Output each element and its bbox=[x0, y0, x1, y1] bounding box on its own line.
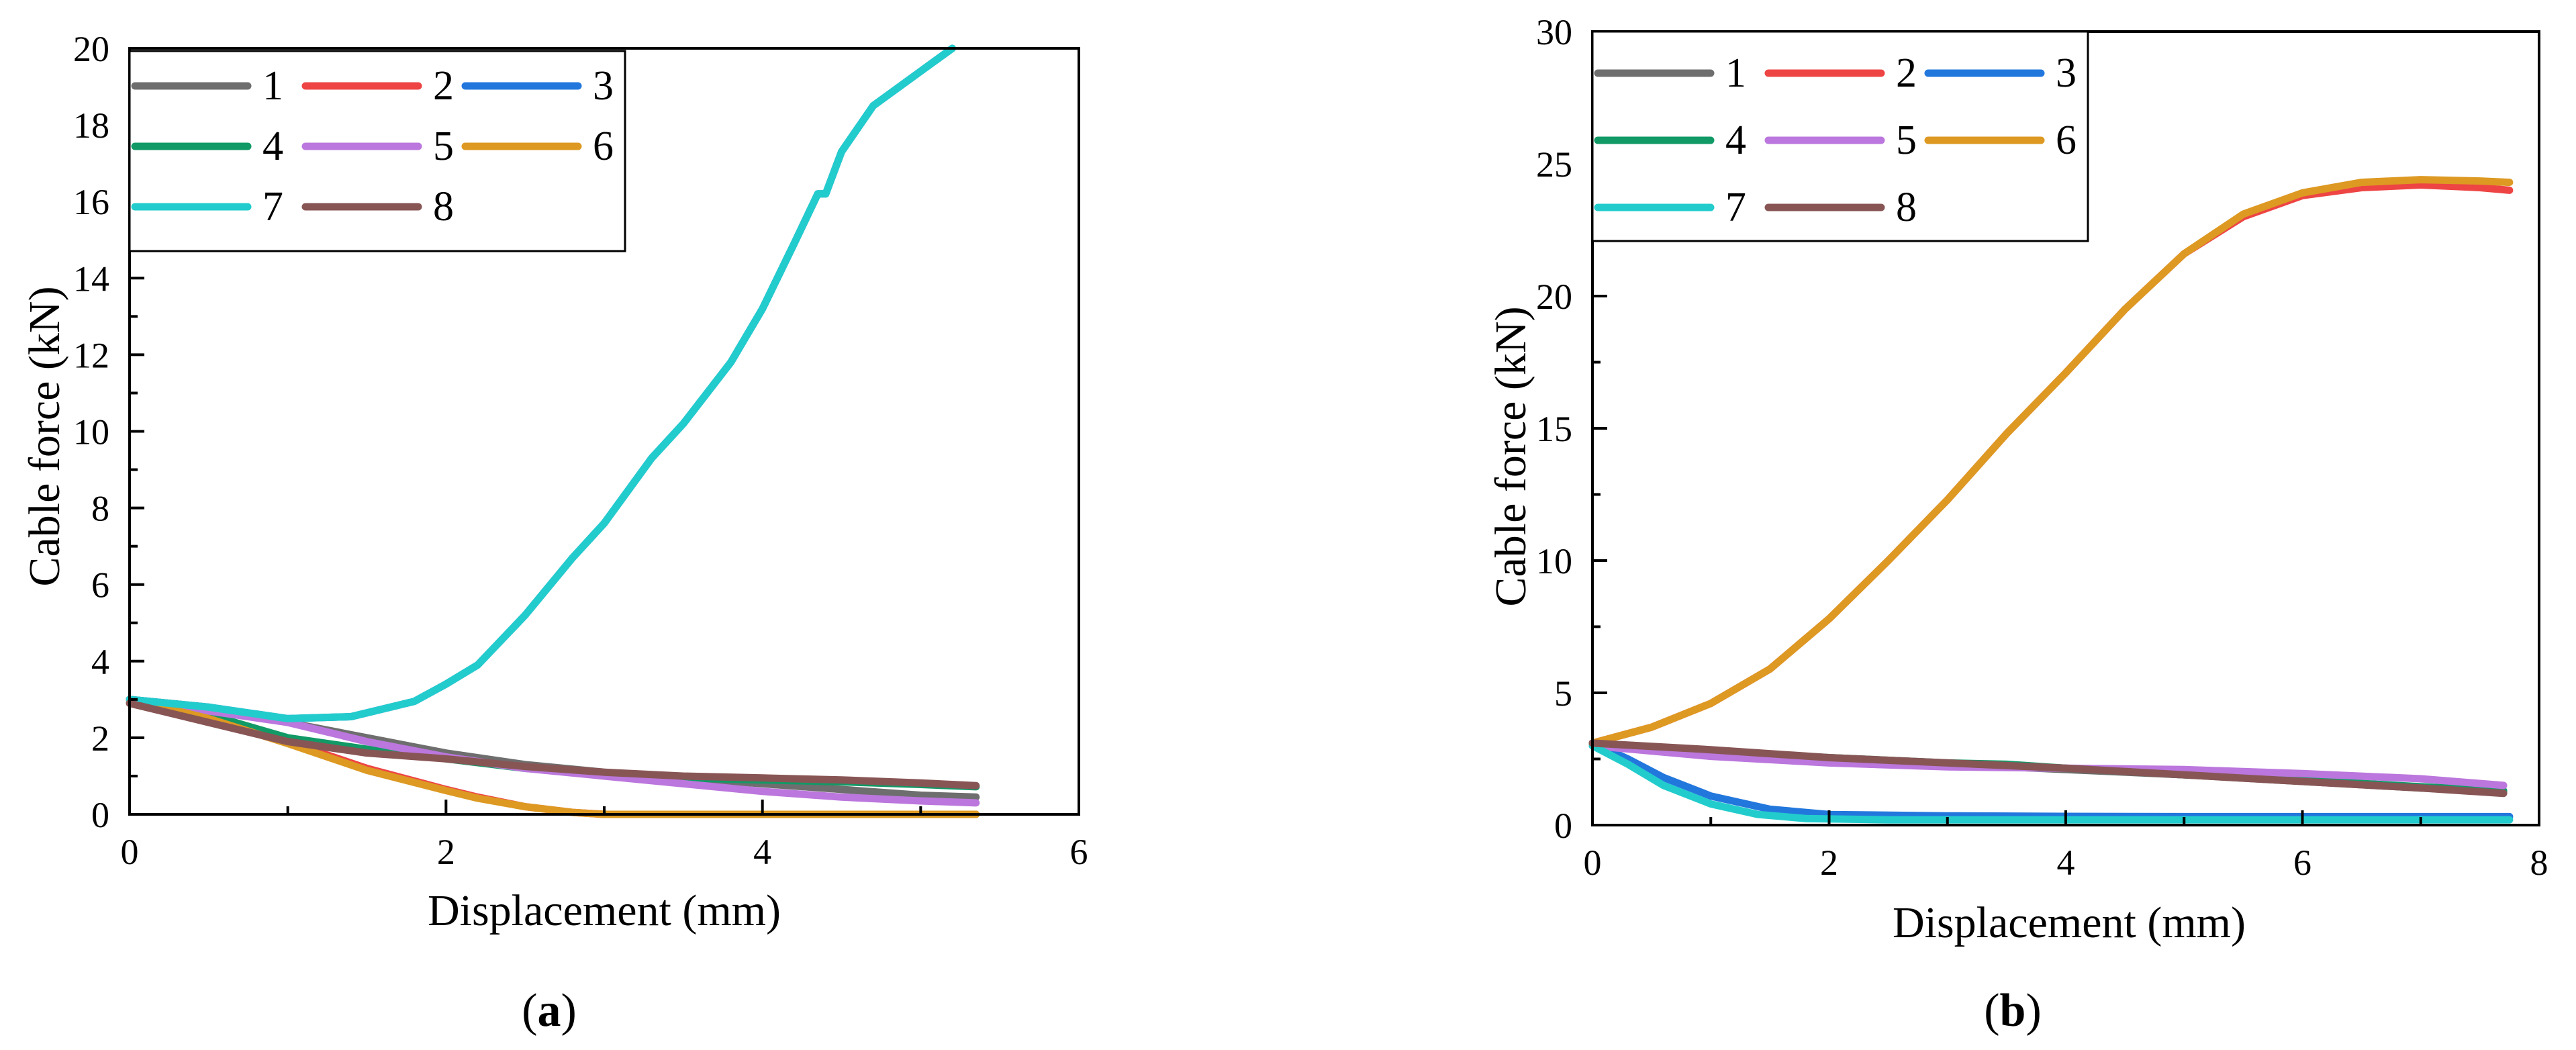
y-tick-label-a-4: 4 bbox=[91, 642, 109, 682]
series-layer-a bbox=[126, 44, 980, 818]
y-tick-label-b-5: 5 bbox=[1554, 673, 1572, 714]
legend-box-a bbox=[128, 50, 626, 252]
y-tick-label-a-6: 6 bbox=[91, 565, 109, 606]
y-tick-label-b-10: 10 bbox=[1536, 541, 1572, 581]
y-tick-label-a-14: 14 bbox=[73, 258, 109, 299]
legend-label-a-4: 4 bbox=[263, 124, 283, 169]
legend-label-a-7: 7 bbox=[263, 184, 283, 230]
series-line-b-6 bbox=[1588, 176, 2514, 747]
legend-label-b-6: 6 bbox=[2056, 117, 2077, 163]
y-tick-label-a-12: 12 bbox=[73, 335, 109, 375]
y-axis-label-b: Cable force (kN) bbox=[1486, 306, 1535, 606]
y-tick-label-a-2: 2 bbox=[91, 718, 109, 759]
caption-a: (a) bbox=[522, 985, 577, 1037]
legend-label-a-3: 3 bbox=[593, 63, 614, 109]
series-line-a-7 bbox=[126, 44, 956, 722]
y-tick-label-a-20: 20 bbox=[73, 29, 109, 69]
y-axis-label-a: Cable force (kN) bbox=[20, 286, 69, 586]
legend-label-b-2: 2 bbox=[1896, 50, 1917, 96]
legend-label-b-7: 7 bbox=[1725, 185, 1746, 230]
legend-label-a-8: 8 bbox=[433, 184, 454, 230]
legend-label-b-4: 4 bbox=[1725, 117, 1746, 163]
x-tick-label-b-2: 2 bbox=[1820, 843, 1838, 883]
x-tick-label-a-2: 2 bbox=[437, 832, 455, 872]
legend-label-a-5: 5 bbox=[433, 124, 454, 169]
x-axis-label-a: Displacement (mm) bbox=[428, 886, 781, 935]
legend-label-b-5: 5 bbox=[1896, 117, 1917, 163]
y-tick-label-b-20: 20 bbox=[1536, 277, 1572, 317]
y-tick-label-a-8: 8 bbox=[91, 489, 109, 529]
legend-label-a-1: 1 bbox=[263, 63, 283, 109]
y-tick-label-b-15: 15 bbox=[1536, 409, 1572, 449]
x-tick-label-b-4: 4 bbox=[2057, 843, 2075, 883]
x-tick-label-b-0: 0 bbox=[1584, 843, 1602, 883]
legend-b: 1 2 3 4 5 6 7 8 bbox=[1591, 30, 2089, 242]
y-tick-label-b-0: 0 bbox=[1554, 806, 1572, 846]
y-tick-label-a-18: 18 bbox=[73, 105, 109, 146]
x-tick-label-b-6: 6 bbox=[2293, 843, 2311, 883]
legend-label-a-2: 2 bbox=[433, 63, 454, 109]
series-layer-b bbox=[1588, 176, 2514, 824]
legend-label-b-3: 3 bbox=[2056, 50, 2077, 96]
caption-b: (b) bbox=[1984, 985, 2042, 1037]
x-tick-label-a-0: 0 bbox=[121, 832, 139, 872]
y-tick-label-b-25: 25 bbox=[1536, 144, 1572, 185]
x-axis-label-b: Displacement (mm) bbox=[1893, 898, 2246, 947]
x-tick-label-a-4: 4 bbox=[753, 832, 771, 872]
legend-label-a-6: 6 bbox=[593, 124, 614, 169]
y-tick-label-a-0: 0 bbox=[91, 795, 109, 835]
legend-a: 1 2 3 4 5 6 7 8 bbox=[128, 50, 626, 252]
series-line-b-8 bbox=[1588, 739, 2508, 798]
legend-label-b-8: 8 bbox=[1896, 185, 1917, 230]
y-tick-label-a-16: 16 bbox=[73, 182, 109, 222]
x-tick-label-b-8: 8 bbox=[2530, 843, 2548, 883]
series-line-a-8 bbox=[126, 700, 980, 790]
series-line-b-2 bbox=[1588, 181, 2514, 747]
y-tick-label-b-30: 30 bbox=[1536, 12, 1572, 52]
y-tick-label-a-10: 10 bbox=[73, 412, 109, 452]
x-tick-label-a-6: 6 bbox=[1070, 832, 1088, 872]
legend-label-b-1: 1 bbox=[1725, 50, 1746, 96]
